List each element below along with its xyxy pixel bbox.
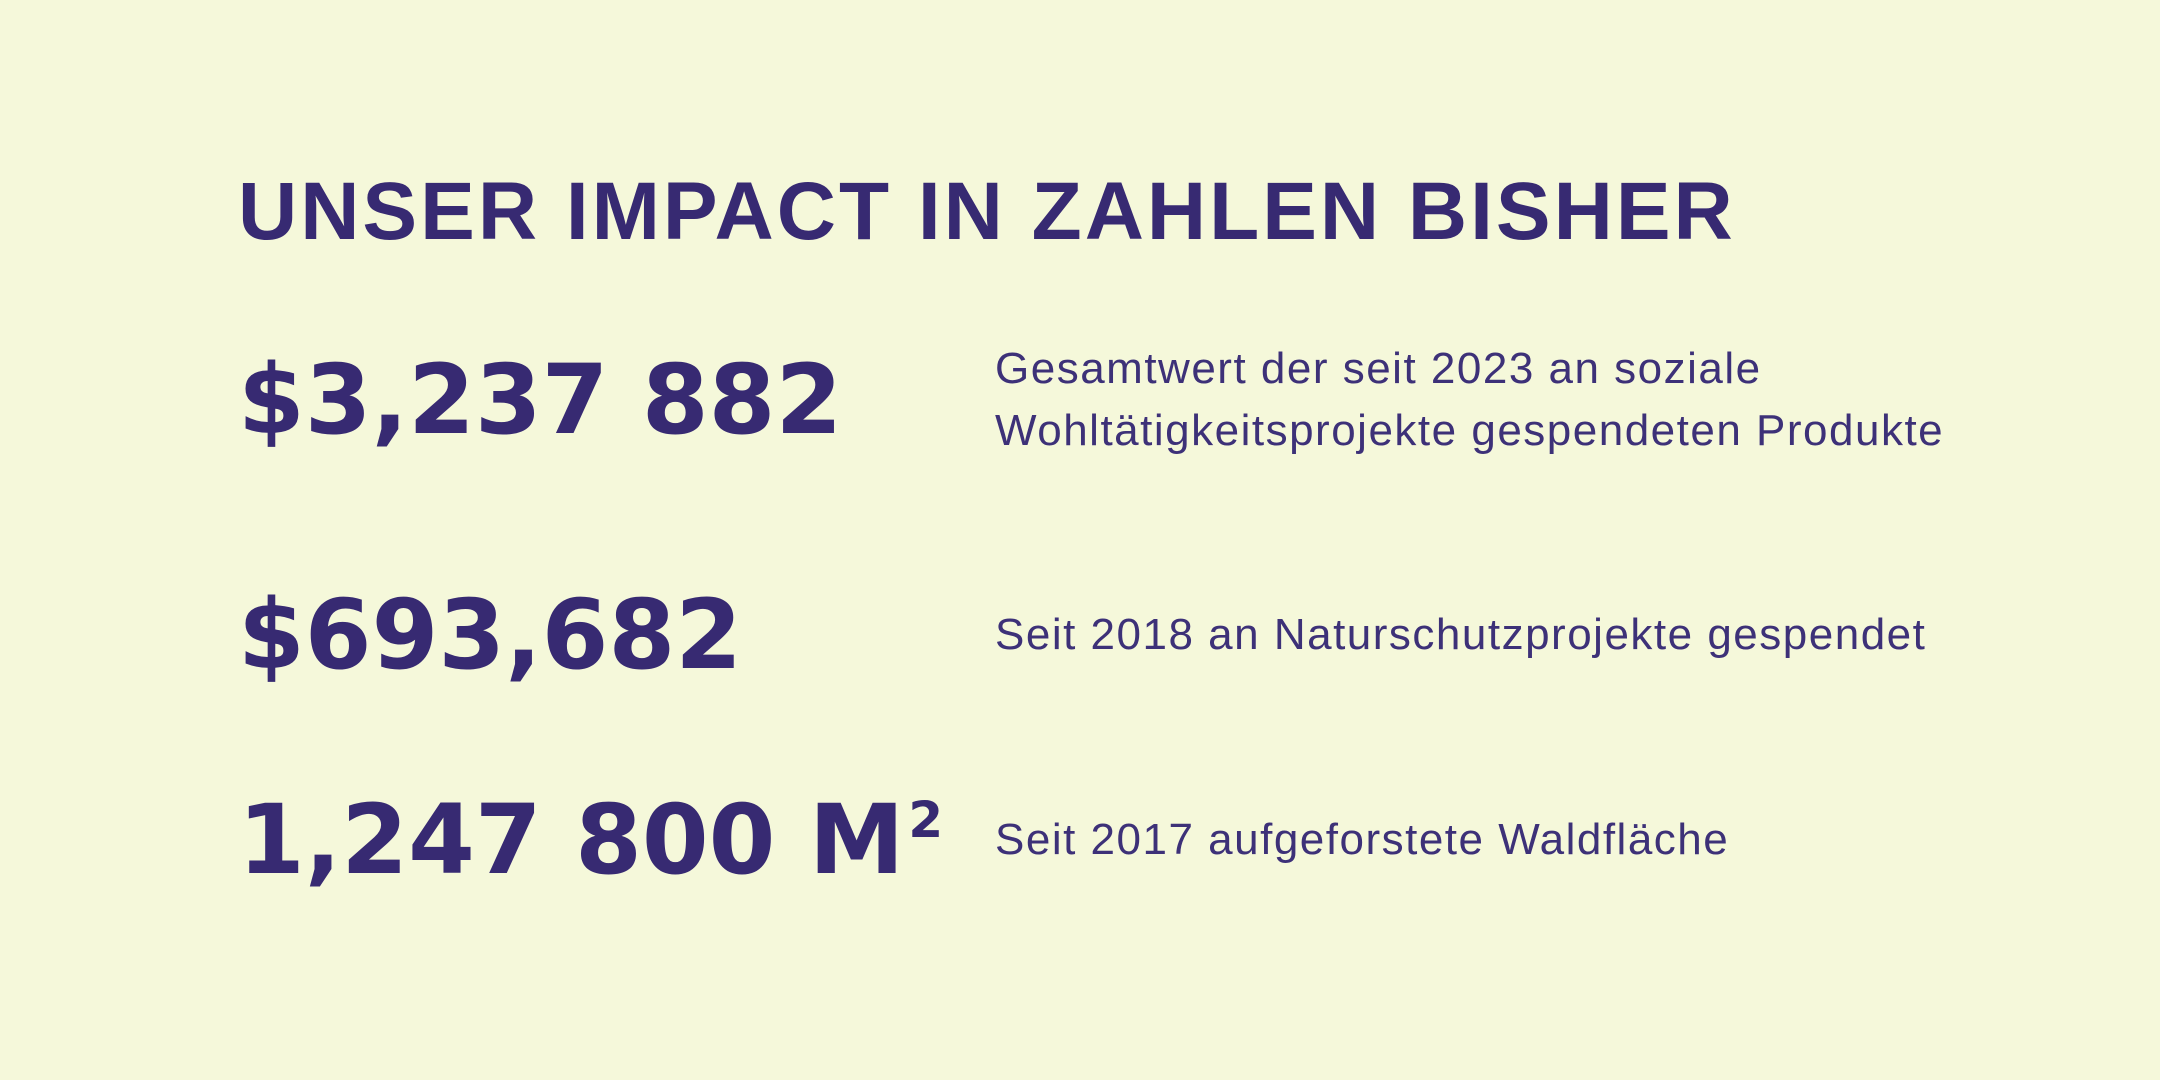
stat-number: $3,237 882 <box>238 344 843 456</box>
stat-number: 1,247 800 M <box>238 784 905 896</box>
stat-description-donated-products: Gesamtwert der seit 2023 an soziale Wohl… <box>995 344 1945 455</box>
stat-description-conservation-donations: Seit 2018 an Naturschutzprojekte gespend… <box>995 610 1927 659</box>
stat-row-conservation-donations: $693,682 Seit 2018 an Naturschutzprojekt… <box>238 567 2090 703</box>
stat-row-donated-products: $3,237 882 Gesamtwert der seit 2023 an s… <box>238 332 2090 468</box>
stat-number: $693,682 <box>238 579 743 691</box>
stat-value-reforested-area: 1,247 800 M2 <box>238 792 995 888</box>
stat-superscript: 2 <box>908 791 944 850</box>
stat-description-reforested-area: Seit 2017 aufgeforstete Waldfläche <box>995 815 1730 864</box>
stat-value-conservation-donations: $693,682 <box>238 587 995 683</box>
page-title: UNSER IMPACT IN ZAHLEN BISHER <box>238 165 1736 257</box>
stat-row-reforested-area: 1,247 800 M2 Seit 2017 aufgeforstete Wal… <box>238 772 2090 908</box>
stat-value-donated-products: $3,237 882 <box>238 352 995 448</box>
